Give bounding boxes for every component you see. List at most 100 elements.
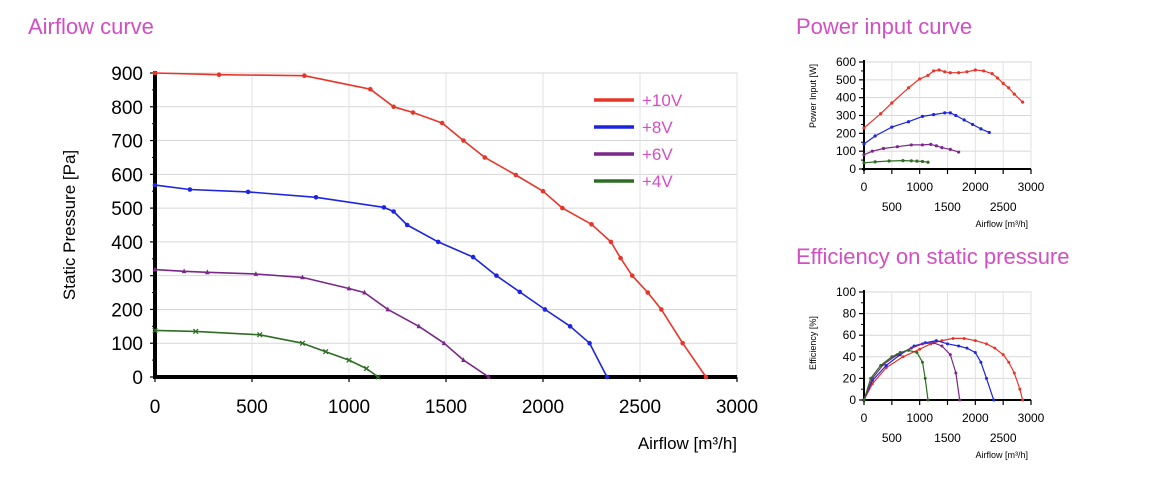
efficiency-series-10Vv-point: [962, 336, 966, 340]
power-series-4Vv-point: [873, 160, 877, 164]
power-x-tick-label: 500: [882, 200, 902, 214]
power-chart-title: Power input curve: [796, 14, 973, 39]
airflow-x-tick-label: 2000: [522, 397, 564, 418]
airflow-series-8Vv-point: [435, 239, 441, 245]
power-series-10Vv-point: [918, 77, 922, 81]
power-x-tick-label: 0: [861, 180, 868, 194]
efficiency-series-10Vv-point: [1007, 360, 1011, 364]
airflow-series-4Vv-point: [363, 365, 370, 372]
power-x-tick-label: 2000: [962, 180, 989, 194]
power-series-6Vv-point: [881, 146, 886, 151]
airflow-series-6Vv-point: [346, 285, 352, 291]
airflow-series-10Vv-point: [703, 374, 709, 380]
power-y-tick-label: 100: [836, 144, 856, 158]
airflow-series-10Vv-point: [216, 72, 222, 77]
airflow-series-10Vv-point: [439, 120, 445, 126]
airflow-x-tick-label: 500: [236, 397, 268, 418]
airflow-series-10Vv-point: [629, 273, 635, 278]
efficiency-series-4Vv-point: [923, 376, 927, 380]
power-series-6Vv-point: [934, 144, 938, 148]
power-series-6Vv-point: [909, 143, 913, 147]
power-series-8Vv-point: [987, 130, 991, 135]
efficiency-x-tick-label: 500: [882, 431, 902, 445]
efficiency-series-6Vv-point: [932, 341, 936, 345]
power-series-10Vv-point: [890, 101, 894, 105]
power-series-8Vv-point: [920, 114, 925, 118]
power-y-tick-label: 200: [836, 126, 856, 140]
airflow-y-tick-label: 500: [111, 199, 143, 220]
airflow-series-6Vv-point: [300, 274, 305, 280]
power-series-8Vv-point: [954, 113, 958, 118]
efficiency-series-10Vv-point: [1012, 371, 1016, 375]
power-series-4Vv-point: [887, 159, 891, 163]
airflow-series-6Vv-point: [362, 289, 367, 295]
efficiency-series-8Vv-point: [957, 344, 961, 348]
airflow-y-tick-label: 200: [111, 300, 143, 321]
airflow-series-8Vv-point: [587, 340, 592, 346]
power-series-6Vv-point: [940, 146, 944, 150]
power-series-6Vv-point: [929, 142, 933, 146]
airflow-series-6Vv-point: [441, 340, 447, 346]
efficiency-series-6Vv-point: [920, 342, 924, 346]
efficiency-series-8Vv-point: [979, 360, 983, 364]
efficiency-series-10Vv-point: [1001, 353, 1005, 357]
power-series-10Vv-point: [1007, 86, 1011, 90]
efficiency-y-tick-label: 60: [843, 328, 857, 342]
airflow-series-10Vv-point: [513, 172, 519, 178]
airflow-y-tick-label: 300: [111, 267, 143, 288]
power-series-8Vv-point: [906, 120, 911, 124]
power-y-tick-label: 400: [836, 91, 856, 105]
power-y-tick-label: 600: [836, 55, 856, 69]
efficiency-series-8Vv-point: [984, 376, 988, 380]
efficiency-series-10Vv-point: [993, 346, 997, 350]
airflow-x-tick-label: 3000: [716, 397, 758, 418]
legend-label-10Vv: +10V: [642, 91, 683, 110]
power-series-10Vv-point: [862, 126, 866, 130]
power-series-10Vv-point: [1001, 81, 1005, 85]
power-y-axis-label: Power Input [W]: [808, 64, 818, 128]
power-y-tick-label: 500: [836, 73, 856, 87]
airflow-y-tick-label: 600: [111, 165, 143, 186]
power-chart: 0 100 200 300 400 500 600 0 500 10001500200025003…: [808, 55, 1045, 229]
airflow-x-tick-label: 1500: [425, 397, 467, 418]
airflow-y-tick-label: 400: [111, 233, 143, 254]
efficiency-series-4Vv-point: [890, 355, 894, 359]
efficiency-series-6Vv-point: [940, 344, 944, 348]
efficiency-series-8Vv-point: [946, 342, 949, 346]
airflow-series-4Vv-point: [346, 357, 352, 363]
power-series-10Vv-point: [957, 71, 961, 75]
airflow-y-tick-label: 800: [111, 98, 143, 119]
power-series-6Vv-point: [920, 143, 925, 147]
airflow-series-6Vv-point: [461, 357, 466, 363]
airflow-series-10Vv-point: [618, 255, 623, 261]
power-series-6Vv-point: [862, 153, 866, 157]
airflow-series-10Vv-point: [391, 104, 396, 110]
efficiency-x-tick-label: 3000: [1018, 411, 1045, 425]
airflow-series-10Vv-point: [560, 205, 565, 211]
airflow-series-6Vv-point: [181, 268, 187, 274]
power-series-10Vv-point: [996, 76, 1000, 80]
airflow-series-8Vv-point: [381, 205, 387, 210]
power-series-6Vv-point: [957, 150, 961, 154]
efficiency-y-tick-label: 20: [843, 371, 857, 385]
efficiency-series-4Vv-point: [898, 350, 902, 354]
airflow-series-8Vv-point: [604, 374, 610, 380]
airflow-series-10Vv-point: [368, 86, 373, 92]
power-x-tick-label: 3000: [1018, 180, 1045, 194]
efficiency-series-10Vv-point: [940, 339, 944, 343]
power-series-8Vv-point: [979, 127, 983, 131]
power-series-8Vv-point: [962, 118, 966, 122]
power-series-4Vv-point: [901, 159, 905, 163]
power-x-tick-label: 1000: [906, 180, 933, 194]
airflow-series-10Vv-point: [659, 307, 664, 312]
airflow-y-tick-label: 900: [111, 64, 143, 85]
power-series-10Vv-point: [906, 86, 911, 90]
efficiency-series-8Vv-point: [965, 346, 969, 350]
airflow-series-10Vv-point: [152, 70, 158, 76]
power-series-4Vv-point: [920, 159, 925, 164]
efficiency-series-6Vv-point: [909, 346, 913, 350]
power-series-8Vv-point: [862, 142, 866, 146]
airflow-series-6Vv-point: [253, 271, 259, 276]
efficiency-series-4Vv-point: [920, 360, 924, 364]
airflow-series-6Vv-point: [205, 269, 210, 275]
